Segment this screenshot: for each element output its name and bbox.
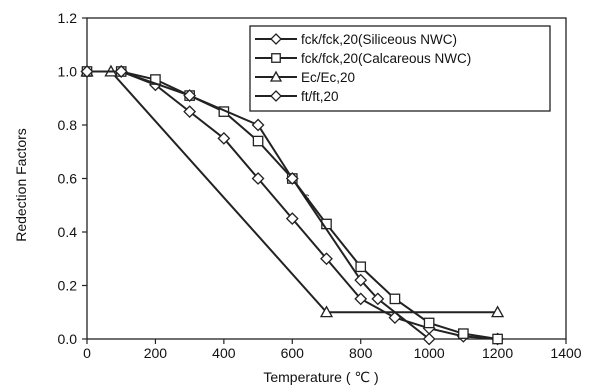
legend-label: fck/fck,20(Calcareous NWC)	[301, 51, 471, 66]
diamond-marker	[183, 89, 197, 102]
diamond-marker	[285, 172, 299, 185]
triangle-marker	[319, 305, 334, 318]
legend-item: ft/ft,20	[255, 89, 339, 104]
square-marker	[458, 328, 469, 339]
legend-box	[249, 25, 551, 112]
y-tick-label: 0.0	[58, 331, 78, 347]
x-tick-label: 0	[83, 345, 91, 361]
square-marker	[355, 261, 367, 273]
x-axis-title: Temperature ( ℃ )	[263, 369, 378, 385]
legend-item: fck/fck,20(Calcareous NWC)	[255, 51, 471, 66]
x-tick-label: 1000	[414, 345, 445, 361]
diamond-marker	[114, 65, 128, 78]
y-tick-label: 0.4	[58, 224, 78, 240]
diamond-marker	[388, 311, 402, 325]
y-tick-label: 0.2	[58, 278, 78, 294]
y-tick-label: 1.0	[58, 64, 78, 80]
series-4	[80, 65, 436, 346]
diamond-marker	[80, 65, 94, 78]
legend-label: Ec/Ec,20	[301, 70, 355, 85]
square-marker	[492, 333, 503, 345]
plot-area: c	[80, 64, 505, 346]
diamond-marker	[251, 118, 265, 132]
x-tick-label: 600	[281, 345, 305, 361]
diamond-marker	[285, 212, 299, 226]
square-marker	[389, 293, 401, 305]
axes: 0 200 400 600 800 1000 1200 1400 0.0 0.2 0.4 0.6 0.8…	[58, 10, 582, 361]
x-tick-label: 800	[349, 345, 373, 361]
triangle-marker	[490, 305, 505, 318]
square-marker	[252, 135, 264, 147]
legend: fck/fck,20(Siliceous NWC) fck/fck,20(Calc…	[249, 25, 551, 112]
diamond-marker	[354, 292, 368, 306]
x-tick-label: 1400	[550, 345, 581, 361]
legend-label: fck/fck,20(Siliceous NWC)	[301, 32, 457, 47]
y-tick-label: 1.2	[58, 10, 78, 26]
legend-item: Ec/Ec,20	[255, 70, 355, 85]
square-marker	[271, 53, 281, 63]
diamond-marker	[354, 273, 368, 287]
annotation-label: c	[304, 192, 309, 203]
legend-label: ft/ft,20	[301, 89, 339, 104]
square-marker	[423, 317, 435, 329]
diamond-marker	[183, 105, 197, 119]
legend-item: fck/fck,20(Siliceous NWC)	[255, 32, 457, 47]
x-tick-label: 1200	[482, 345, 513, 361]
y-tick-label: 0.8	[58, 117, 78, 133]
x-tick-label: 400	[212, 345, 236, 361]
y-axis-title: Redection Factors	[13, 128, 29, 242]
diamond-marker	[422, 332, 436, 346]
diamond-marker	[217, 131, 231, 145]
diamond-marker	[270, 90, 282, 102]
diamond-marker	[270, 33, 282, 45]
y-tick-label: 0.6	[58, 171, 78, 187]
diamond-marker	[371, 292, 385, 306]
triangle-marker	[269, 70, 283, 82]
diamond-marker	[320, 252, 333, 266]
diamond-marker	[251, 172, 265, 185]
x-tick-label: 200	[144, 345, 168, 361]
